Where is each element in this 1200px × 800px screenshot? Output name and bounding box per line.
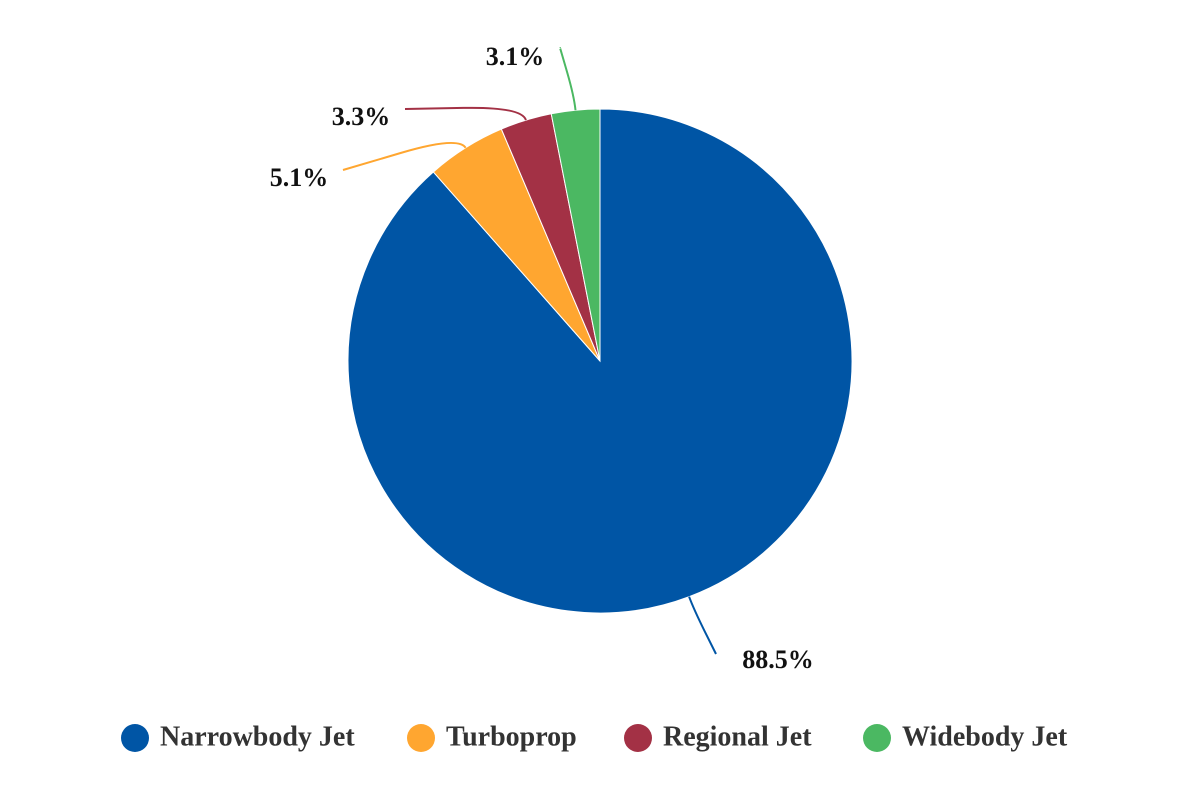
- legend: Narrowbody Jet Turboprop Regional Jet Wideb…: [121, 721, 1068, 752]
- pie-slices: [347, 108, 853, 614]
- leader-line-narrowbody-jet: [688, 596, 717, 655]
- legend-label-turboprop: Turboprop: [446, 721, 577, 752]
- legend-item-regional-jet[interactable]: Regional Jet: [624, 721, 812, 752]
- legend-item-turboprop[interactable]: Turboprop: [407, 721, 577, 752]
- legend-label-regional-jet: Regional Jet: [663, 721, 812, 752]
- legend-swatch-turboprop: [407, 724, 435, 752]
- legend-label-widebody-jet: Widebody Jet: [902, 721, 1068, 752]
- data-label-turboprop: 5.1%: [270, 163, 329, 192]
- legend-item-widebody-jet[interactable]: Widebody Jet: [863, 721, 1068, 752]
- data-labels: 88.5% 5.1% 3.3% 3.1%: [270, 42, 814, 674]
- legend-item-narrowbody-jet[interactable]: Narrowbody Jet: [121, 721, 355, 752]
- leader-line-widebody-jet: [559, 46, 577, 111]
- legend-swatch-regional-jet: [624, 724, 652, 752]
- data-label-narrowbody-jet: 88.5%: [742, 645, 814, 674]
- legend-label-narrowbody-jet: Narrowbody Jet: [160, 721, 355, 752]
- data-label-regional-jet: 3.3%: [332, 102, 391, 131]
- legend-swatch-widebody-jet: [863, 724, 891, 752]
- leader-lines: [342, 46, 717, 655]
- data-label-widebody-jet: 3.1%: [486, 42, 545, 71]
- leader-line-regional-jet: [404, 106, 527, 121]
- legend-swatch-narrowbody-jet: [121, 724, 149, 752]
- leader-line-turboprop: [342, 142, 467, 171]
